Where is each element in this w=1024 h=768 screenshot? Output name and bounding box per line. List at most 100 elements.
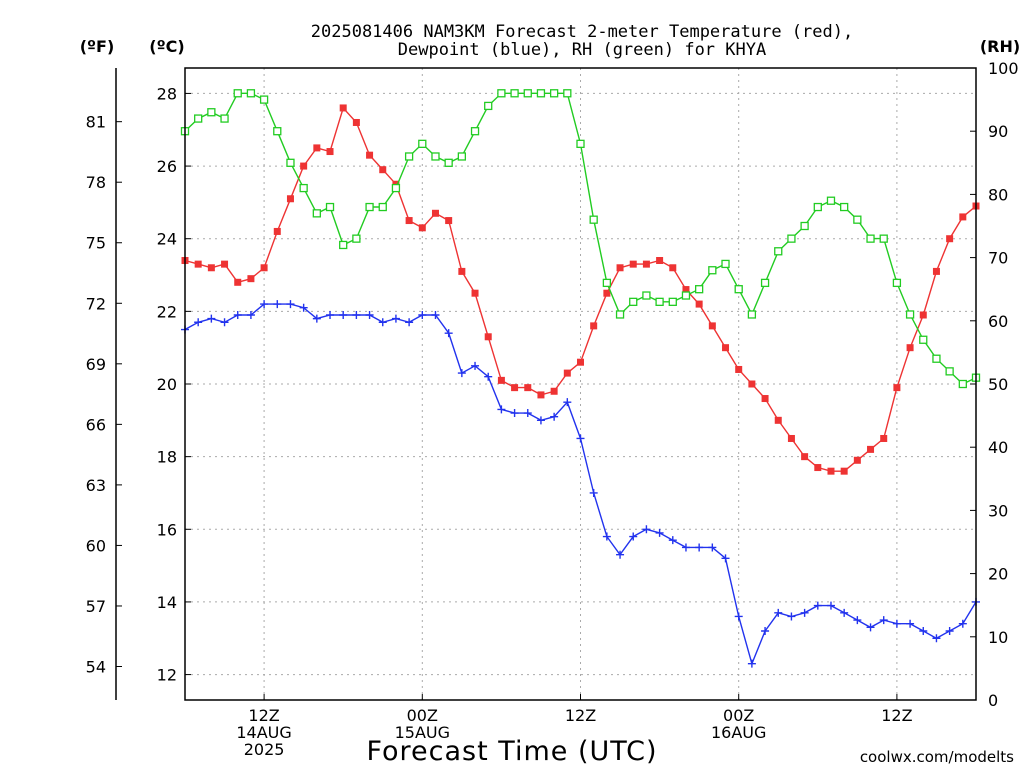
point-temperature [247, 275, 255, 283]
point-dewpoint [616, 550, 625, 559]
point-rh [813, 202, 822, 212]
tick-label-fahrenheit: 54 [86, 658, 106, 677]
point-dewpoint [497, 405, 506, 414]
point-rh [576, 139, 585, 148]
point-dewpoint [747, 659, 756, 668]
point-rh [523, 89, 532, 98]
point-temperature [959, 213, 967, 221]
point-dewpoint [919, 626, 928, 635]
point-rh [404, 152, 414, 161]
point-dewpoint [813, 601, 822, 610]
point-rh [470, 127, 480, 136]
point-dewpoint [378, 318, 387, 327]
tick-label-celsius: 26 [157, 157, 177, 176]
point-temperature [867, 445, 875, 453]
tick-label-x: 12Z [881, 706, 912, 725]
point-dewpoint [260, 300, 269, 309]
point-rh [325, 202, 335, 212]
point-temperature [234, 278, 242, 286]
point-rh [299, 183, 308, 193]
point-temperature [682, 286, 690, 294]
point-dewpoint [642, 525, 651, 534]
source-credit: coolwx.com/modelts [860, 748, 1014, 766]
series-temperature [181, 104, 980, 475]
point-rh [681, 291, 691, 300]
tick-label-celsius: 14 [157, 593, 177, 612]
tick-label-x: 15AUG [395, 723, 450, 742]
tick-label-x: 00Z [723, 706, 754, 725]
point-dewpoint [405, 318, 414, 327]
point-dewpoint [457, 369, 466, 378]
point-rh [840, 202, 849, 212]
point-dewpoint [326, 310, 335, 319]
tick-label-fahrenheit: 66 [86, 415, 106, 434]
point-temperature [300, 162, 308, 170]
point-dewpoint [708, 543, 717, 552]
point-dewpoint [589, 488, 598, 497]
point-dewpoint [273, 300, 282, 309]
tick-label-fahrenheit: 72 [86, 294, 106, 313]
point-dewpoint [800, 608, 809, 617]
point-rh [589, 215, 598, 224]
point-dewpoint [721, 554, 730, 563]
point-dewpoint [207, 314, 216, 323]
x-axis-label: Forecast Time (UTC) [366, 736, 657, 767]
point-dewpoint [220, 318, 229, 327]
point-dewpoint [576, 434, 585, 443]
point-dewpoint [391, 314, 400, 323]
point-dewpoint [787, 612, 796, 621]
tick-label-fahrenheit: 60 [86, 536, 106, 555]
point-dewpoint [945, 626, 954, 635]
point-rh [365, 202, 374, 212]
series-layer [180, 89, 981, 668]
point-dewpoint [629, 532, 638, 541]
point-temperature [458, 267, 466, 275]
chart-title-line1: 2025081406 NAM3KM Forecast 2-meter Tempe… [311, 22, 853, 42]
point-rh [760, 278, 770, 288]
point-dewpoint [444, 329, 453, 338]
point-temperature [932, 267, 940, 275]
point-rh [695, 285, 704, 294]
point-dewpoint [853, 616, 862, 625]
point-dewpoint [484, 372, 493, 381]
point-temperature [563, 369, 571, 377]
point-rh [207, 108, 216, 117]
point-temperature [418, 224, 426, 232]
point-temperature [906, 344, 914, 352]
tick-label-fahrenheit: 78 [86, 173, 106, 192]
tick-label-rh: 20 [988, 565, 1008, 584]
point-rh [734, 285, 743, 294]
point-dewpoint [563, 398, 572, 407]
chart-title-line2: Dewpoint (blue), RH (green) for KHYA [398, 40, 766, 60]
point-rh [892, 278, 902, 288]
point-rh [549, 89, 559, 98]
point-rh [246, 89, 256, 98]
point-rh [879, 234, 888, 243]
point-temperature [273, 227, 281, 235]
point-temperature [893, 384, 901, 392]
point-temperature [405, 217, 413, 225]
plot-frame [184, 67, 977, 701]
point-rh [220, 114, 229, 123]
point-rh [194, 114, 203, 123]
tick-label-fahrenheit: 75 [86, 234, 106, 253]
point-dewpoint [958, 619, 967, 628]
point-rh [484, 101, 493, 111]
point-temperature [669, 264, 677, 272]
point-dewpoint [866, 623, 875, 632]
point-dewpoint [339, 310, 348, 319]
tick-label-celsius: 24 [157, 230, 177, 249]
point-dewpoint [892, 619, 901, 628]
point-dewpoint [471, 361, 480, 370]
point-temperature [550, 387, 558, 395]
point-temperature [497, 376, 505, 384]
point-temperature [484, 333, 492, 341]
tick-label-x: 14AUG [236, 723, 291, 742]
tick-label-rh: 70 [988, 249, 1008, 268]
tick-label-x: 2025 [244, 740, 285, 759]
tick-label-rh: 50 [988, 375, 1008, 394]
point-temperature [946, 235, 954, 243]
tick-label-rh: 80 [988, 185, 1008, 204]
point-rh [563, 89, 572, 98]
tick-label-rh: 30 [988, 501, 1008, 520]
